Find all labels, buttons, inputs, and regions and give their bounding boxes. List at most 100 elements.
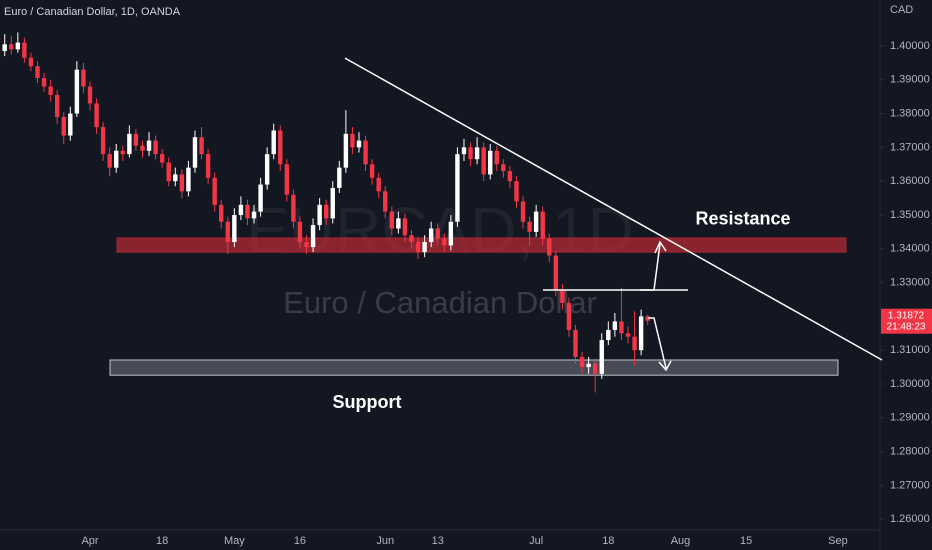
candle-body bbox=[507, 171, 513, 182]
candle-body bbox=[383, 191, 388, 212]
y-tick-label: 1.35000 bbox=[890, 209, 930, 221]
candle-body bbox=[278, 130, 283, 165]
candle-body bbox=[199, 137, 204, 155]
candle-body bbox=[343, 133, 349, 168]
drawings bbox=[344, 57, 883, 361]
candle-body bbox=[376, 177, 381, 192]
watermark: EURCAD, 1D bbox=[246, 194, 634, 266]
countdown: 21:48:23 bbox=[887, 321, 926, 332]
y-tick-label: 1.27000 bbox=[890, 479, 930, 491]
candle-body bbox=[120, 150, 126, 155]
x-tick-label: 13 bbox=[432, 535, 444, 547]
candle-body bbox=[2, 44, 7, 52]
candle-body bbox=[514, 181, 519, 202]
candle-body bbox=[553, 255, 559, 290]
candle-body bbox=[310, 225, 316, 248]
candle-body bbox=[606, 329, 611, 341]
candle-body bbox=[74, 69, 80, 114]
candle-body bbox=[225, 221, 230, 243]
candle-body bbox=[114, 150, 119, 168]
y-tick-label: 1.30000 bbox=[890, 378, 930, 390]
candle-body bbox=[100, 127, 106, 155]
candle-body bbox=[435, 228, 440, 239]
candle-body bbox=[619, 321, 624, 334]
y-tick-label: 1.34000 bbox=[890, 243, 930, 255]
candle-body bbox=[284, 164, 290, 195]
candle-body bbox=[455, 154, 460, 222]
candle-body bbox=[22, 42, 27, 58]
candle-body bbox=[28, 57, 34, 67]
candle-body bbox=[251, 211, 257, 219]
candle-body bbox=[481, 147, 486, 175]
x-tick-label: 18 bbox=[156, 535, 168, 547]
candle-body bbox=[592, 363, 598, 374]
x-tick-label: Jun bbox=[376, 535, 394, 547]
candle-body bbox=[350, 133, 355, 148]
candle-body bbox=[579, 356, 585, 368]
candle-body bbox=[428, 228, 434, 243]
candle-body bbox=[15, 42, 21, 50]
y-tick-label: 1.31000 bbox=[890, 344, 930, 356]
candle-body bbox=[205, 154, 211, 178]
candle-body bbox=[474, 147, 480, 160]
candle-body bbox=[566, 302, 572, 330]
candle-body bbox=[9, 44, 14, 50]
zone bbox=[109, 359, 839, 376]
candle-body bbox=[304, 242, 309, 248]
candle-body bbox=[415, 242, 421, 253]
candle-body bbox=[461, 147, 467, 155]
candle-body bbox=[238, 204, 244, 215]
candle-body bbox=[389, 211, 395, 229]
candle-body bbox=[179, 174, 185, 192]
candle-body bbox=[166, 162, 171, 182]
candle-body bbox=[599, 340, 604, 374]
candle-body bbox=[533, 211, 539, 232]
candle-body bbox=[192, 137, 198, 168]
y-tick-label: 1.36000 bbox=[890, 175, 930, 187]
y-tick-label: 1.39000 bbox=[890, 74, 930, 86]
candle-body bbox=[573, 329, 578, 357]
y-axis-label: CAD bbox=[890, 4, 913, 16]
candle-body bbox=[35, 66, 40, 79]
candle-body bbox=[402, 218, 408, 236]
candle-body bbox=[448, 221, 454, 246]
candle-body bbox=[396, 218, 401, 229]
candle-body bbox=[232, 214, 237, 243]
candle-body bbox=[547, 238, 552, 256]
candle-body bbox=[81, 69, 86, 87]
price-label: 1.31872 bbox=[888, 310, 925, 321]
candle-body bbox=[363, 140, 368, 165]
candle-body bbox=[369, 164, 375, 178]
candle-body bbox=[186, 167, 191, 192]
x-tick-label: Sep bbox=[828, 535, 848, 547]
candle-body bbox=[409, 235, 414, 243]
candle-body bbox=[501, 164, 506, 172]
candle-body bbox=[245, 204, 250, 219]
x-tick-label: Jul bbox=[529, 535, 543, 547]
x-tick-label: Apr bbox=[81, 535, 98, 547]
y-tick-label: 1.26000 bbox=[890, 513, 930, 525]
candle-body bbox=[212, 177, 217, 205]
candle-body bbox=[159, 154, 165, 163]
candle-body bbox=[468, 147, 473, 160]
candle-body bbox=[540, 211, 545, 239]
y-tick-label: 1.37000 bbox=[890, 141, 930, 153]
candle-body bbox=[527, 221, 532, 232]
trendline bbox=[344, 57, 883, 361]
candle-body bbox=[625, 333, 631, 337]
candle-body bbox=[337, 167, 342, 188]
arrow-down bbox=[648, 317, 672, 372]
candle-body bbox=[323, 204, 329, 219]
y-tick-label: 1.29000 bbox=[890, 412, 930, 424]
candle-body bbox=[54, 94, 60, 117]
candle-body bbox=[612, 321, 618, 330]
candle-body bbox=[586, 363, 591, 368]
candle-body bbox=[146, 140, 152, 151]
watermark-subtitle: Euro / Canadian Dollar bbox=[283, 285, 597, 320]
chart-title: Euro / Canadian Dollar, 1D, OANDA bbox=[4, 6, 181, 18]
candles bbox=[2, 32, 650, 393]
candle-body bbox=[422, 242, 427, 253]
candle-body bbox=[258, 184, 263, 212]
candle-body bbox=[356, 140, 362, 148]
